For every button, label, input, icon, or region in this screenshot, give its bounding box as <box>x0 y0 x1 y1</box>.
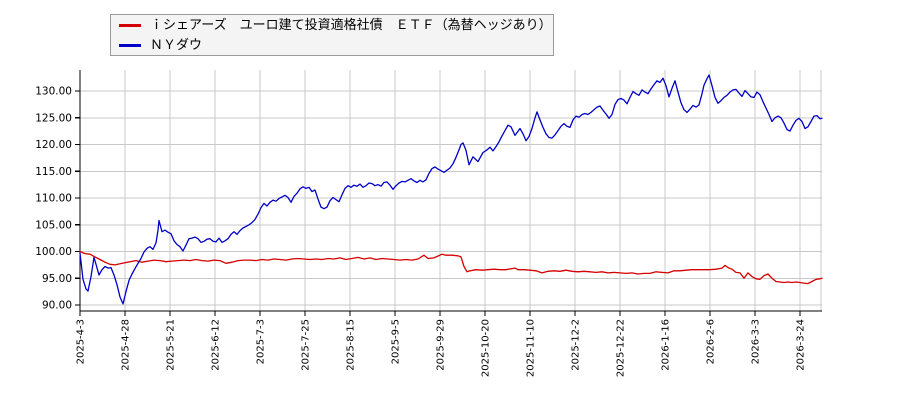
x-tick-label: 2026-2-6 <box>706 319 717 364</box>
y-tick-label: 90.00 <box>42 300 72 312</box>
x-tick-label: 2025-7-25 <box>301 319 312 371</box>
x-tick-label: 2026-1-16 <box>661 319 672 371</box>
legend-label-nydow: ＮＹダウ <box>150 37 203 53</box>
x-tick-label: 2026-3-3 <box>751 319 762 364</box>
y-tick-label: 110.00 <box>35 193 72 205</box>
y-tick-label: 100.00 <box>35 246 72 258</box>
y-tick-label: 125.00 <box>35 112 72 124</box>
x-tick-label: 2025-12-22 <box>616 319 627 377</box>
x-tick-label: 2025-6-12 <box>211 319 222 371</box>
x-tick-label: 2025-5-21 <box>166 319 177 371</box>
y-tick-label: 120.00 <box>35 139 72 151</box>
series-line-nydow <box>79 74 823 305</box>
x-tick-label: 2025-11-10 <box>526 319 537 377</box>
x-tick-label: 2025-9-29 <box>436 319 447 371</box>
x-tick-label: 2025-4-28 <box>121 319 132 371</box>
blue-line-swatch-icon <box>119 43 141 47</box>
legend-item-nydow: ＮＹダウ <box>119 37 545 54</box>
x-tick-label: 2025-4-3 <box>76 319 87 364</box>
red-line-swatch-icon <box>119 23 141 27</box>
series-line-etf-hedged <box>79 250 823 285</box>
legend: ｉシェアーズ ユーロ建て投資適格社債 ＥＴＦ（為替ヘッジあり） ＮＹダウ <box>110 14 554 56</box>
y-tick-label: 95.00 <box>42 273 72 285</box>
x-tick-label: 2026-3-24 <box>796 319 807 371</box>
y-tick-label: 115.00 <box>35 166 72 178</box>
y-tick-label: 130.00 <box>35 86 72 98</box>
legend-item-etf: ｉシェアーズ ユーロ建て投資適格社債 ＥＴＦ（為替ヘッジあり） <box>119 17 552 34</box>
x-tick-label: 2025-7-3 <box>256 319 267 364</box>
x-tick-label: 2025-9-5 <box>391 319 402 364</box>
x-tick-label: 2025-8-15 <box>346 319 357 371</box>
x-tick-label: 2025-12-2 <box>571 319 582 371</box>
x-tick-label: 2025-10-20 <box>481 319 492 377</box>
legend-label-etf: ｉシェアーズ ユーロ建て投資適格社債 ＥＴＦ（為替ヘッジあり） <box>150 17 552 33</box>
y-tick-label: 105.00 <box>35 219 72 231</box>
